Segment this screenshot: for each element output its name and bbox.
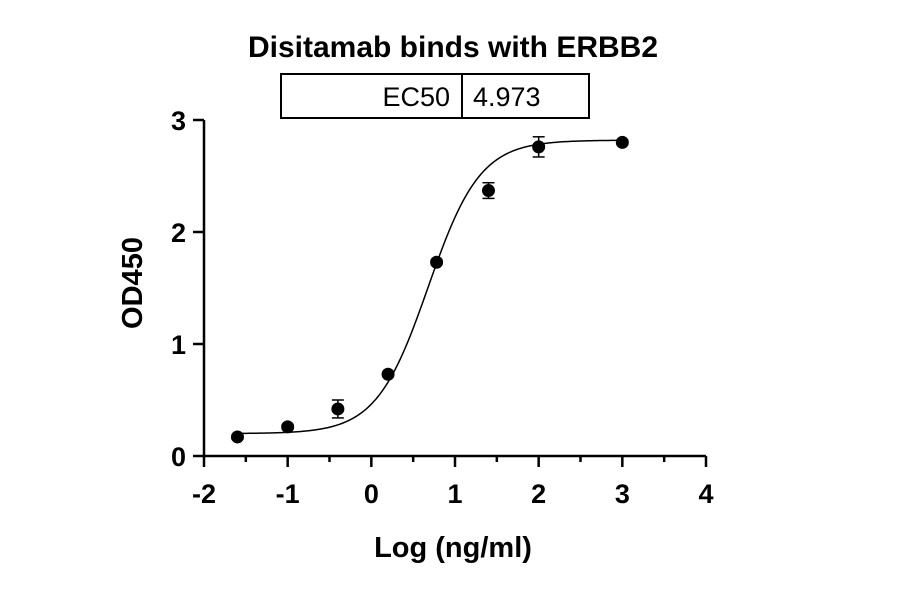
data-point <box>532 140 546 154</box>
x-tick-label: 3 <box>615 479 630 509</box>
data-point <box>430 255 444 269</box>
x-tick-label: -2 <box>192 479 216 509</box>
data-point <box>381 367 395 381</box>
y-tick-label: 2 <box>171 218 186 248</box>
x-tick-label: 0 <box>364 479 379 509</box>
ec50-table-border <box>280 73 590 119</box>
fit-curve-group <box>237 139 623 435</box>
data-point <box>481 184 495 198</box>
data-points <box>230 135 629 444</box>
data-point <box>230 430 244 444</box>
data-point <box>281 420 295 434</box>
fit-curve <box>237 139 623 435</box>
ec50-table: EC50 4.973 <box>280 73 590 119</box>
x-tick-label: 4 <box>698 479 713 509</box>
y-tick-label: 0 <box>171 442 186 472</box>
x-tick-label: -1 <box>276 479 300 509</box>
data-point <box>331 402 345 416</box>
x-tick-label: 1 <box>447 479 462 509</box>
y-tick-label: 1 <box>171 330 186 360</box>
y-tick-label: 3 <box>171 106 186 136</box>
ec50-label: EC50 <box>382 82 450 112</box>
y-axis-label: OD450 <box>117 237 149 329</box>
data-point <box>615 135 629 149</box>
axes: 0 1 2 3 -2 -1 0 1 2 3 4 <box>171 106 714 509</box>
x-tick-label: 2 <box>531 479 546 509</box>
ec50-value: 4.973 <box>473 82 541 112</box>
x-axis-label: Log (ng/ml) <box>374 532 532 564</box>
chart-title: Disitamab binds with ERBB2 <box>248 31 658 64</box>
